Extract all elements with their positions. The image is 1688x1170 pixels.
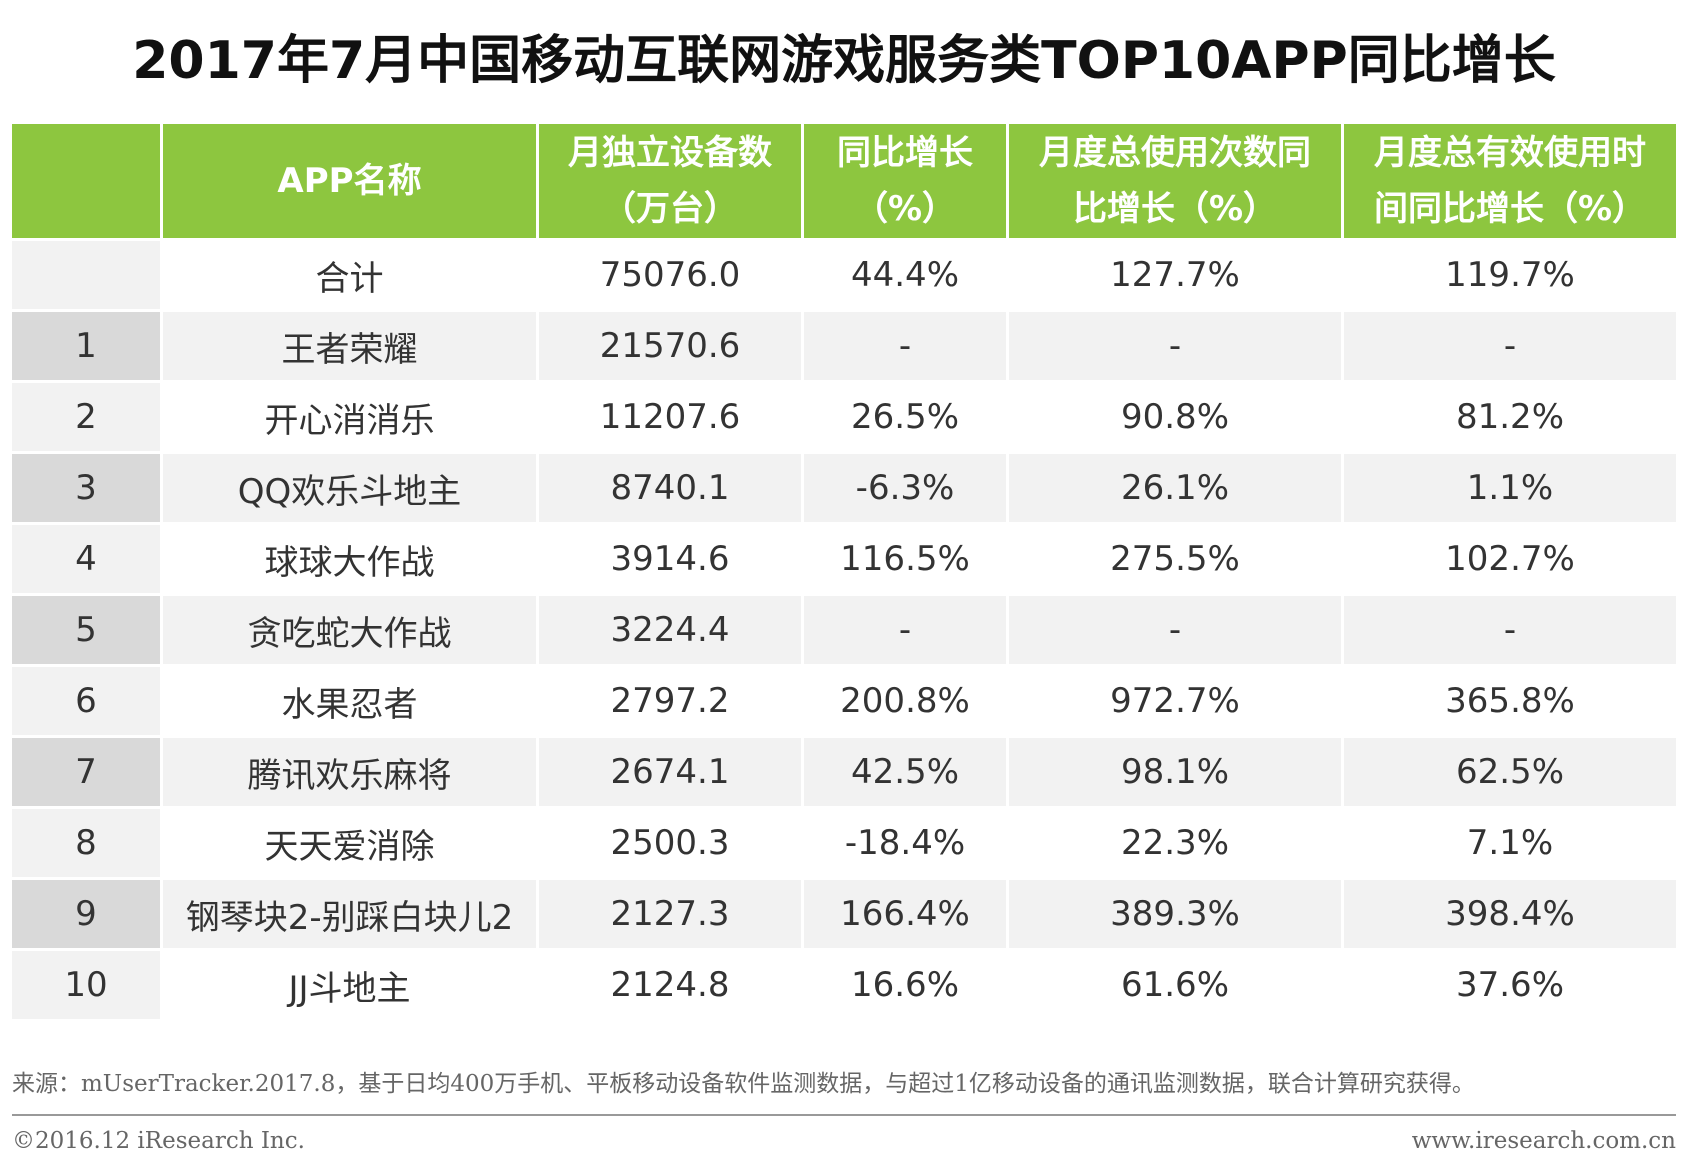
cell-rank: 7	[12, 735, 160, 806]
header-usage-count-line2: 比增长（%）	[1072, 189, 1278, 229]
cell-rank: 10	[12, 948, 160, 1019]
website-url: www.iresearch.com.cn	[1411, 1128, 1676, 1154]
cell-app-name: JJ斗地主	[160, 948, 536, 1019]
table-row: 2 开心消消乐 11207.6 26.5% 90.8% 81.2%	[12, 380, 1676, 451]
cell-rank: 6	[12, 664, 160, 735]
table-header-row: APP名称 月独立设备数 （万台） 同比增长 （%） 月度总使用次数同 比增长（%） …	[12, 124, 1676, 238]
header-usage-time-line1: 月度总有效使用时	[1374, 133, 1646, 173]
cell-app-name: 钢琴块2-别踩白块儿2	[160, 877, 536, 948]
table-row: 3 QQ欢乐斗地主 8740.1 -6.3% 26.1% 1.1%	[12, 451, 1676, 522]
cell-yoy: 44.4%	[801, 238, 1006, 309]
cell-yoy: -	[801, 593, 1006, 664]
table-row: 9 钢琴块2-别踩白块儿2 2127.3 166.4% 389.3% 398.4…	[12, 877, 1676, 948]
header-devices-line2: （万台）	[602, 189, 738, 229]
data-table: APP名称 月独立设备数 （万台） 同比增长 （%） 月度总使用次数同 比增长（%） …	[12, 124, 1676, 1019]
cell-app-name: QQ欢乐斗地主	[160, 451, 536, 522]
cell-devices: 3914.6	[536, 522, 801, 593]
cell-devices: 2500.3	[536, 806, 801, 877]
cell-usage-time: -	[1341, 593, 1676, 664]
cell-devices: 8740.1	[536, 451, 801, 522]
cell-usage-time: 119.7%	[1341, 238, 1676, 309]
header-usage-count-line1: 月度总使用次数同	[1039, 133, 1311, 173]
cell-usage-count: 90.8%	[1006, 380, 1341, 451]
cell-usage-time: -	[1341, 309, 1676, 380]
table-row: 8 天天爱消除 2500.3 -18.4% 22.3% 7.1%	[12, 806, 1676, 877]
header-usage-time: 月度总有效使用时 间同比增长（%）	[1341, 124, 1676, 238]
cell-devices: 3224.4	[536, 593, 801, 664]
header-yoy-line1: 同比增长	[837, 133, 973, 173]
header-devices: 月独立设备数 （万台）	[536, 124, 801, 238]
header-devices-line1: 月独立设备数	[568, 133, 772, 173]
cell-rank: 1	[12, 309, 160, 380]
cell-usage-time: 7.1%	[1341, 806, 1676, 877]
cell-app-name: 水果忍者	[160, 664, 536, 735]
cell-usage-time: 365.8%	[1341, 664, 1676, 735]
cell-usage-count: -	[1006, 309, 1341, 380]
header-usage-time-line2: 间同比增长（%）	[1373, 189, 1647, 229]
cell-yoy: -6.3%	[801, 451, 1006, 522]
cell-app-name: 合计	[160, 238, 536, 309]
cell-usage-count: 389.3%	[1006, 877, 1341, 948]
cell-devices: 2674.1	[536, 735, 801, 806]
cell-devices: 21570.6	[536, 309, 801, 380]
cell-devices: 2124.8	[536, 948, 801, 1019]
cell-usage-count: 22.3%	[1006, 806, 1341, 877]
header-yoy: 同比增长 （%）	[801, 124, 1006, 238]
header-rank	[12, 124, 160, 238]
cell-yoy: 200.8%	[801, 664, 1006, 735]
source-note: 来源：mUserTracker.2017.8，基于日均400万手机、平板移动设备…	[12, 1071, 1475, 1097]
cell-app-name: 王者荣耀	[160, 309, 536, 380]
cell-usage-count: 275.5%	[1006, 522, 1341, 593]
table-row-total: 合计 75076.0 44.4% 127.7% 119.7%	[12, 238, 1676, 309]
cell-yoy: -18.4%	[801, 806, 1006, 877]
cell-usage-count: 972.7%	[1006, 664, 1341, 735]
cell-usage-time: 398.4%	[1341, 877, 1676, 948]
cell-app-name: 腾讯欢乐麻将	[160, 735, 536, 806]
page-title: 2017年7月中国移动互联网游戏服务类TOP10APP同比增长	[132, 31, 1556, 91]
cell-usage-count: 26.1%	[1006, 451, 1341, 522]
header-app-name: APP名称	[160, 124, 536, 238]
cell-app-name: 贪吃蛇大作战	[160, 593, 536, 664]
table-row: 5 贪吃蛇大作战 3224.4 - - -	[12, 593, 1676, 664]
cell-rank: 3	[12, 451, 160, 522]
table-row: 7 腾讯欢乐麻将 2674.1 42.5% 98.1% 62.5%	[12, 735, 1676, 806]
table-row: 6 水果忍者 2797.2 200.8% 972.7% 365.8%	[12, 664, 1676, 735]
cell-devices: 2797.2	[536, 664, 801, 735]
cell-app-name: 开心消消乐	[160, 380, 536, 451]
cell-rank	[12, 238, 160, 309]
cell-usage-time: 62.5%	[1341, 735, 1676, 806]
table-row: 10 JJ斗地主 2124.8 16.6% 61.6% 37.6%	[12, 948, 1676, 1019]
cell-yoy: 26.5%	[801, 380, 1006, 451]
table-row: 4 球球大作战 3914.6 116.5% 275.5% 102.7%	[12, 522, 1676, 593]
cell-yoy: 42.5%	[801, 735, 1006, 806]
cell-rank: 2	[12, 380, 160, 451]
cell-usage-count: 98.1%	[1006, 735, 1341, 806]
header-yoy-line2: （%）	[853, 189, 957, 229]
cell-usage-time: 37.6%	[1341, 948, 1676, 1019]
table-row: 1 王者荣耀 21570.6 - - -	[12, 309, 1676, 380]
cell-rank: 4	[12, 522, 160, 593]
cell-devices: 11207.6	[536, 380, 801, 451]
cell-usage-count: 61.6%	[1006, 948, 1341, 1019]
cell-devices: 2127.3	[536, 877, 801, 948]
footer-divider	[12, 1114, 1676, 1116]
cell-rank: 9	[12, 877, 160, 948]
cell-rank: 5	[12, 593, 160, 664]
header-app-name-label: APP名称	[277, 161, 422, 201]
cell-usage-count: 127.7%	[1006, 238, 1341, 309]
cell-yoy: 166.4%	[801, 877, 1006, 948]
cell-rank: 8	[12, 806, 160, 877]
cell-app-name: 球球大作战	[160, 522, 536, 593]
cell-usage-time: 1.1%	[1341, 451, 1676, 522]
cell-usage-time: 81.2%	[1341, 380, 1676, 451]
cell-devices: 75076.0	[536, 238, 801, 309]
cell-yoy: 116.5%	[801, 522, 1006, 593]
copyright: ©2016.12 iResearch Inc.	[12, 1128, 305, 1154]
cell-usage-time: 102.7%	[1341, 522, 1676, 593]
cell-yoy: -	[801, 309, 1006, 380]
cell-app-name: 天天爱消除	[160, 806, 536, 877]
cell-yoy: 16.6%	[801, 948, 1006, 1019]
cell-usage-count: -	[1006, 593, 1341, 664]
header-usage-count: 月度总使用次数同 比增长（%）	[1006, 124, 1341, 238]
